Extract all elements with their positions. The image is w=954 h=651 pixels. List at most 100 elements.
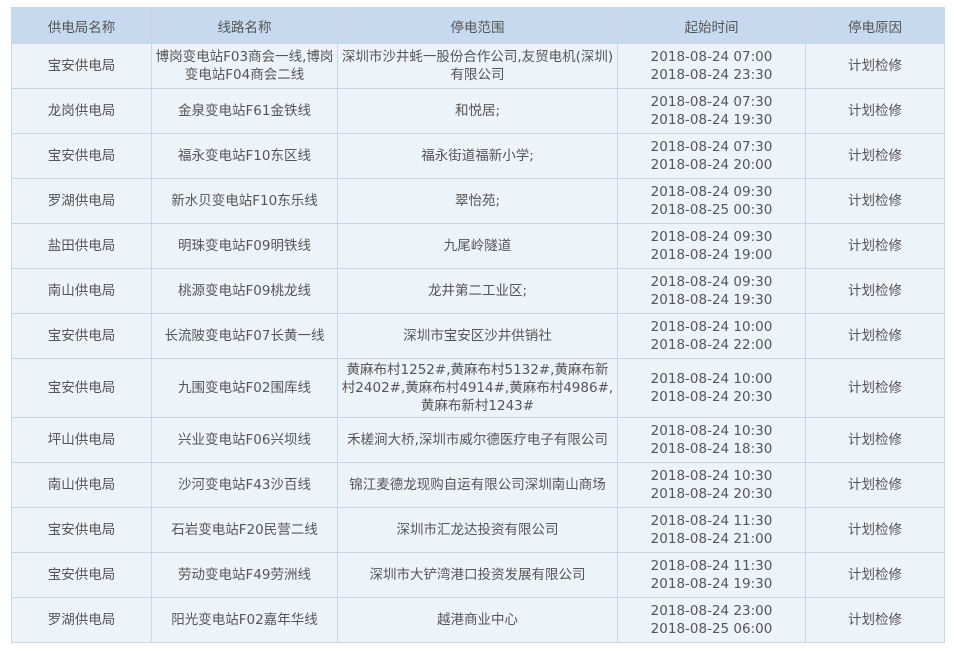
start-time: 2018-08-24 23:00 xyxy=(650,603,773,619)
cell-bureau: 宝安供电局 xyxy=(11,358,152,418)
cell-reason: 计划检修 xyxy=(805,223,945,269)
cell-bureau: 宝安供电局 xyxy=(11,552,152,598)
cell-time: 2018-08-24 23:00 2018-08-25 06:00 xyxy=(617,597,806,643)
cell-bureau: 宝安供电局 xyxy=(11,43,152,89)
table-header: 供电局名称 线路名称 停电范围 起始时间 停电原因 xyxy=(11,7,945,44)
cell-line: 阳光变电站F02嘉年华线 xyxy=(151,597,338,643)
cell-line: 福永变电站F10东区线 xyxy=(151,133,338,179)
cell-line: 金泉变电站F61金铁线 xyxy=(151,88,338,134)
table-row: 坪山供电局 兴业变电站F06兴坝线 禾槎涧大桥,深圳市威尔德医疗电子有限公司 2… xyxy=(11,417,945,463)
cell-scope: 黄麻布村1252#,黄麻布村5132#,黄麻布新村2402#,黄麻布村4914#… xyxy=(337,358,618,418)
cell-time: 2018-08-24 07:00 2018-08-24 23:30 xyxy=(617,43,806,89)
table-row: 南山供电局 桃源变电站F09桃龙线 龙井第二工业区; 2018-08-24 09… xyxy=(11,268,945,314)
cell-reason: 计划检修 xyxy=(805,178,945,224)
end-time: 2018-08-24 22:00 xyxy=(650,337,773,353)
cell-time: 2018-08-24 10:00 2018-08-24 22:00 xyxy=(617,313,806,359)
cell-reason: 计划检修 xyxy=(805,43,945,89)
cell-reason: 计划检修 xyxy=(805,417,945,463)
cell-reason: 计划检修 xyxy=(805,507,945,553)
cell-bureau: 罗湖供电局 xyxy=(11,178,152,224)
table-row: 龙岗供电局 金泉变电站F61金铁线 和悦居; 2018-08-24 07:30 2… xyxy=(11,88,945,134)
cell-reason: 计划检修 xyxy=(805,313,945,359)
cell-line: 劳动变电站F49劳洲线 xyxy=(151,552,338,598)
table-row: 宝安供电局 博岗变电站F03商会一线,博岗变电站F04商会二线 深圳市沙井蚝一股… xyxy=(11,43,945,89)
cell-scope: 深圳市汇龙达投资有限公司 xyxy=(337,507,618,553)
cell-scope: 九尾岭隧道 xyxy=(337,223,618,269)
end-time: 2018-08-24 20:30 xyxy=(650,486,773,502)
table-row: 罗湖供电局 阳光变电站F02嘉年华线 越港商业中心 2018-08-24 23:… xyxy=(11,597,945,643)
cell-bureau: 龙岗供电局 xyxy=(11,88,152,134)
cell-scope: 翠怡苑; xyxy=(337,178,618,224)
table-row: 宝安供电局 劳动变电站F49劳洲线 深圳市大铲湾港口投资发展有限公司 2018-… xyxy=(11,552,945,598)
start-time: 2018-08-24 10:00 xyxy=(650,319,773,335)
cell-line: 兴业变电站F06兴坝线 xyxy=(151,417,338,463)
start-time: 2018-08-24 07:30 xyxy=(650,139,773,155)
header-line: 线路名称 xyxy=(151,7,338,44)
end-time: 2018-08-24 19:30 xyxy=(650,112,773,128)
table-row: 宝安供电局 石岩变电站F20民营二线 深圳市汇龙达投资有限公司 2018-08-… xyxy=(11,507,945,553)
cell-bureau: 南山供电局 xyxy=(11,268,152,314)
cell-scope: 深圳市沙井蚝一股份合作公司,友贸电机(深圳)有限公司 xyxy=(337,43,618,89)
cell-reason: 计划检修 xyxy=(805,133,945,179)
start-time: 2018-08-24 11:30 xyxy=(650,513,773,529)
cell-time: 2018-08-24 11:30 2018-08-24 21:00 xyxy=(617,507,806,553)
cell-line: 明珠变电站F09明铁线 xyxy=(151,223,338,269)
cell-reason: 计划检修 xyxy=(805,552,945,598)
cell-bureau: 宝安供电局 xyxy=(11,133,152,179)
start-time: 2018-08-24 09:30 xyxy=(650,184,773,200)
cell-time: 2018-08-24 11:30 2018-08-24 19:30 xyxy=(617,552,806,598)
cell-scope: 深圳市宝安区沙井供销社 xyxy=(337,313,618,359)
cell-bureau: 盐田供电局 xyxy=(11,223,152,269)
cell-time: 2018-08-24 07:30 2018-08-24 20:00 xyxy=(617,133,806,179)
start-time: 2018-08-24 07:00 xyxy=(650,49,773,65)
end-time: 2018-08-24 19:30 xyxy=(650,576,773,592)
table-row: 罗湖供电局 新水贝变电站F10东乐线 翠怡苑; 2018-08-24 09:30… xyxy=(11,178,945,224)
table-row: 南山供电局 沙河变电站F43沙百线 锦江麦德龙现购自运有限公司深圳南山商场 20… xyxy=(11,462,945,508)
start-time: 2018-08-24 10:30 xyxy=(650,468,773,484)
table-row: 宝安供电局 福永变电站F10东区线 福永街道福新小学; 2018-08-24 0… xyxy=(11,133,945,179)
cell-bureau: 宝安供电局 xyxy=(11,507,152,553)
header-scope: 停电范围 xyxy=(337,7,618,44)
cell-reason: 计划检修 xyxy=(805,462,945,508)
end-time: 2018-08-24 20:00 xyxy=(650,157,773,173)
start-time: 2018-08-24 07:30 xyxy=(650,94,773,110)
start-time: 2018-08-24 09:30 xyxy=(650,274,773,290)
cell-line: 博岗变电站F03商会一线,博岗变电站F04商会二线 xyxy=(151,43,338,89)
cell-line: 桃源变电站F09桃龙线 xyxy=(151,268,338,314)
header-time: 起始时间 xyxy=(617,7,806,44)
cell-bureau: 南山供电局 xyxy=(11,462,152,508)
cell-time: 2018-08-24 07:30 2018-08-24 19:30 xyxy=(617,88,806,134)
cell-reason: 计划检修 xyxy=(805,597,945,643)
cell-bureau: 罗湖供电局 xyxy=(11,597,152,643)
end-time: 2018-08-25 00:30 xyxy=(650,202,773,218)
cell-time: 2018-08-24 10:30 2018-08-24 18:30 xyxy=(617,417,806,463)
cell-time: 2018-08-24 09:30 2018-08-25 00:30 xyxy=(617,178,806,224)
cell-time: 2018-08-24 09:30 2018-08-24 19:30 xyxy=(617,268,806,314)
cell-scope: 龙井第二工业区; xyxy=(337,268,618,314)
cell-bureau: 坪山供电局 xyxy=(11,417,152,463)
table-row: 盐田供电局 明珠变电站F09明铁线 九尾岭隧道 2018-08-24 09:30… xyxy=(11,223,945,269)
cell-line: 新水贝变电站F10东乐线 xyxy=(151,178,338,224)
start-time: 2018-08-24 11:30 xyxy=(650,558,773,574)
header-bureau: 供电局名称 xyxy=(11,7,152,44)
cell-scope: 越港商业中心 xyxy=(337,597,618,643)
cell-scope: 深圳市大铲湾港口投资发展有限公司 xyxy=(337,552,618,598)
cell-reason: 计划检修 xyxy=(805,268,945,314)
cell-time: 2018-08-24 10:30 2018-08-24 20:30 xyxy=(617,462,806,508)
cell-time: 2018-08-24 10:00 2018-08-24 20:30 xyxy=(617,358,806,418)
cell-bureau: 宝安供电局 xyxy=(11,313,152,359)
end-time: 2018-08-24 21:00 xyxy=(650,531,773,547)
end-time: 2018-08-24 18:30 xyxy=(650,441,773,457)
start-time: 2018-08-24 09:30 xyxy=(650,229,773,245)
end-time: 2018-08-24 19:00 xyxy=(650,247,773,263)
end-time: 2018-08-24 20:30 xyxy=(650,389,773,405)
header-reason: 停电原因 xyxy=(805,7,945,44)
cell-line: 九围变电站F02围库线 xyxy=(151,358,338,418)
end-time: 2018-08-24 19:30 xyxy=(650,292,773,308)
cell-scope: 福永街道福新小学; xyxy=(337,133,618,179)
end-time: 2018-08-25 06:00 xyxy=(650,621,773,637)
start-time: 2018-08-24 10:30 xyxy=(650,423,773,439)
cell-reason: 计划检修 xyxy=(805,88,945,134)
start-time: 2018-08-24 10:00 xyxy=(650,371,773,387)
cell-line: 长流陂变电站F07长黄一线 xyxy=(151,313,338,359)
